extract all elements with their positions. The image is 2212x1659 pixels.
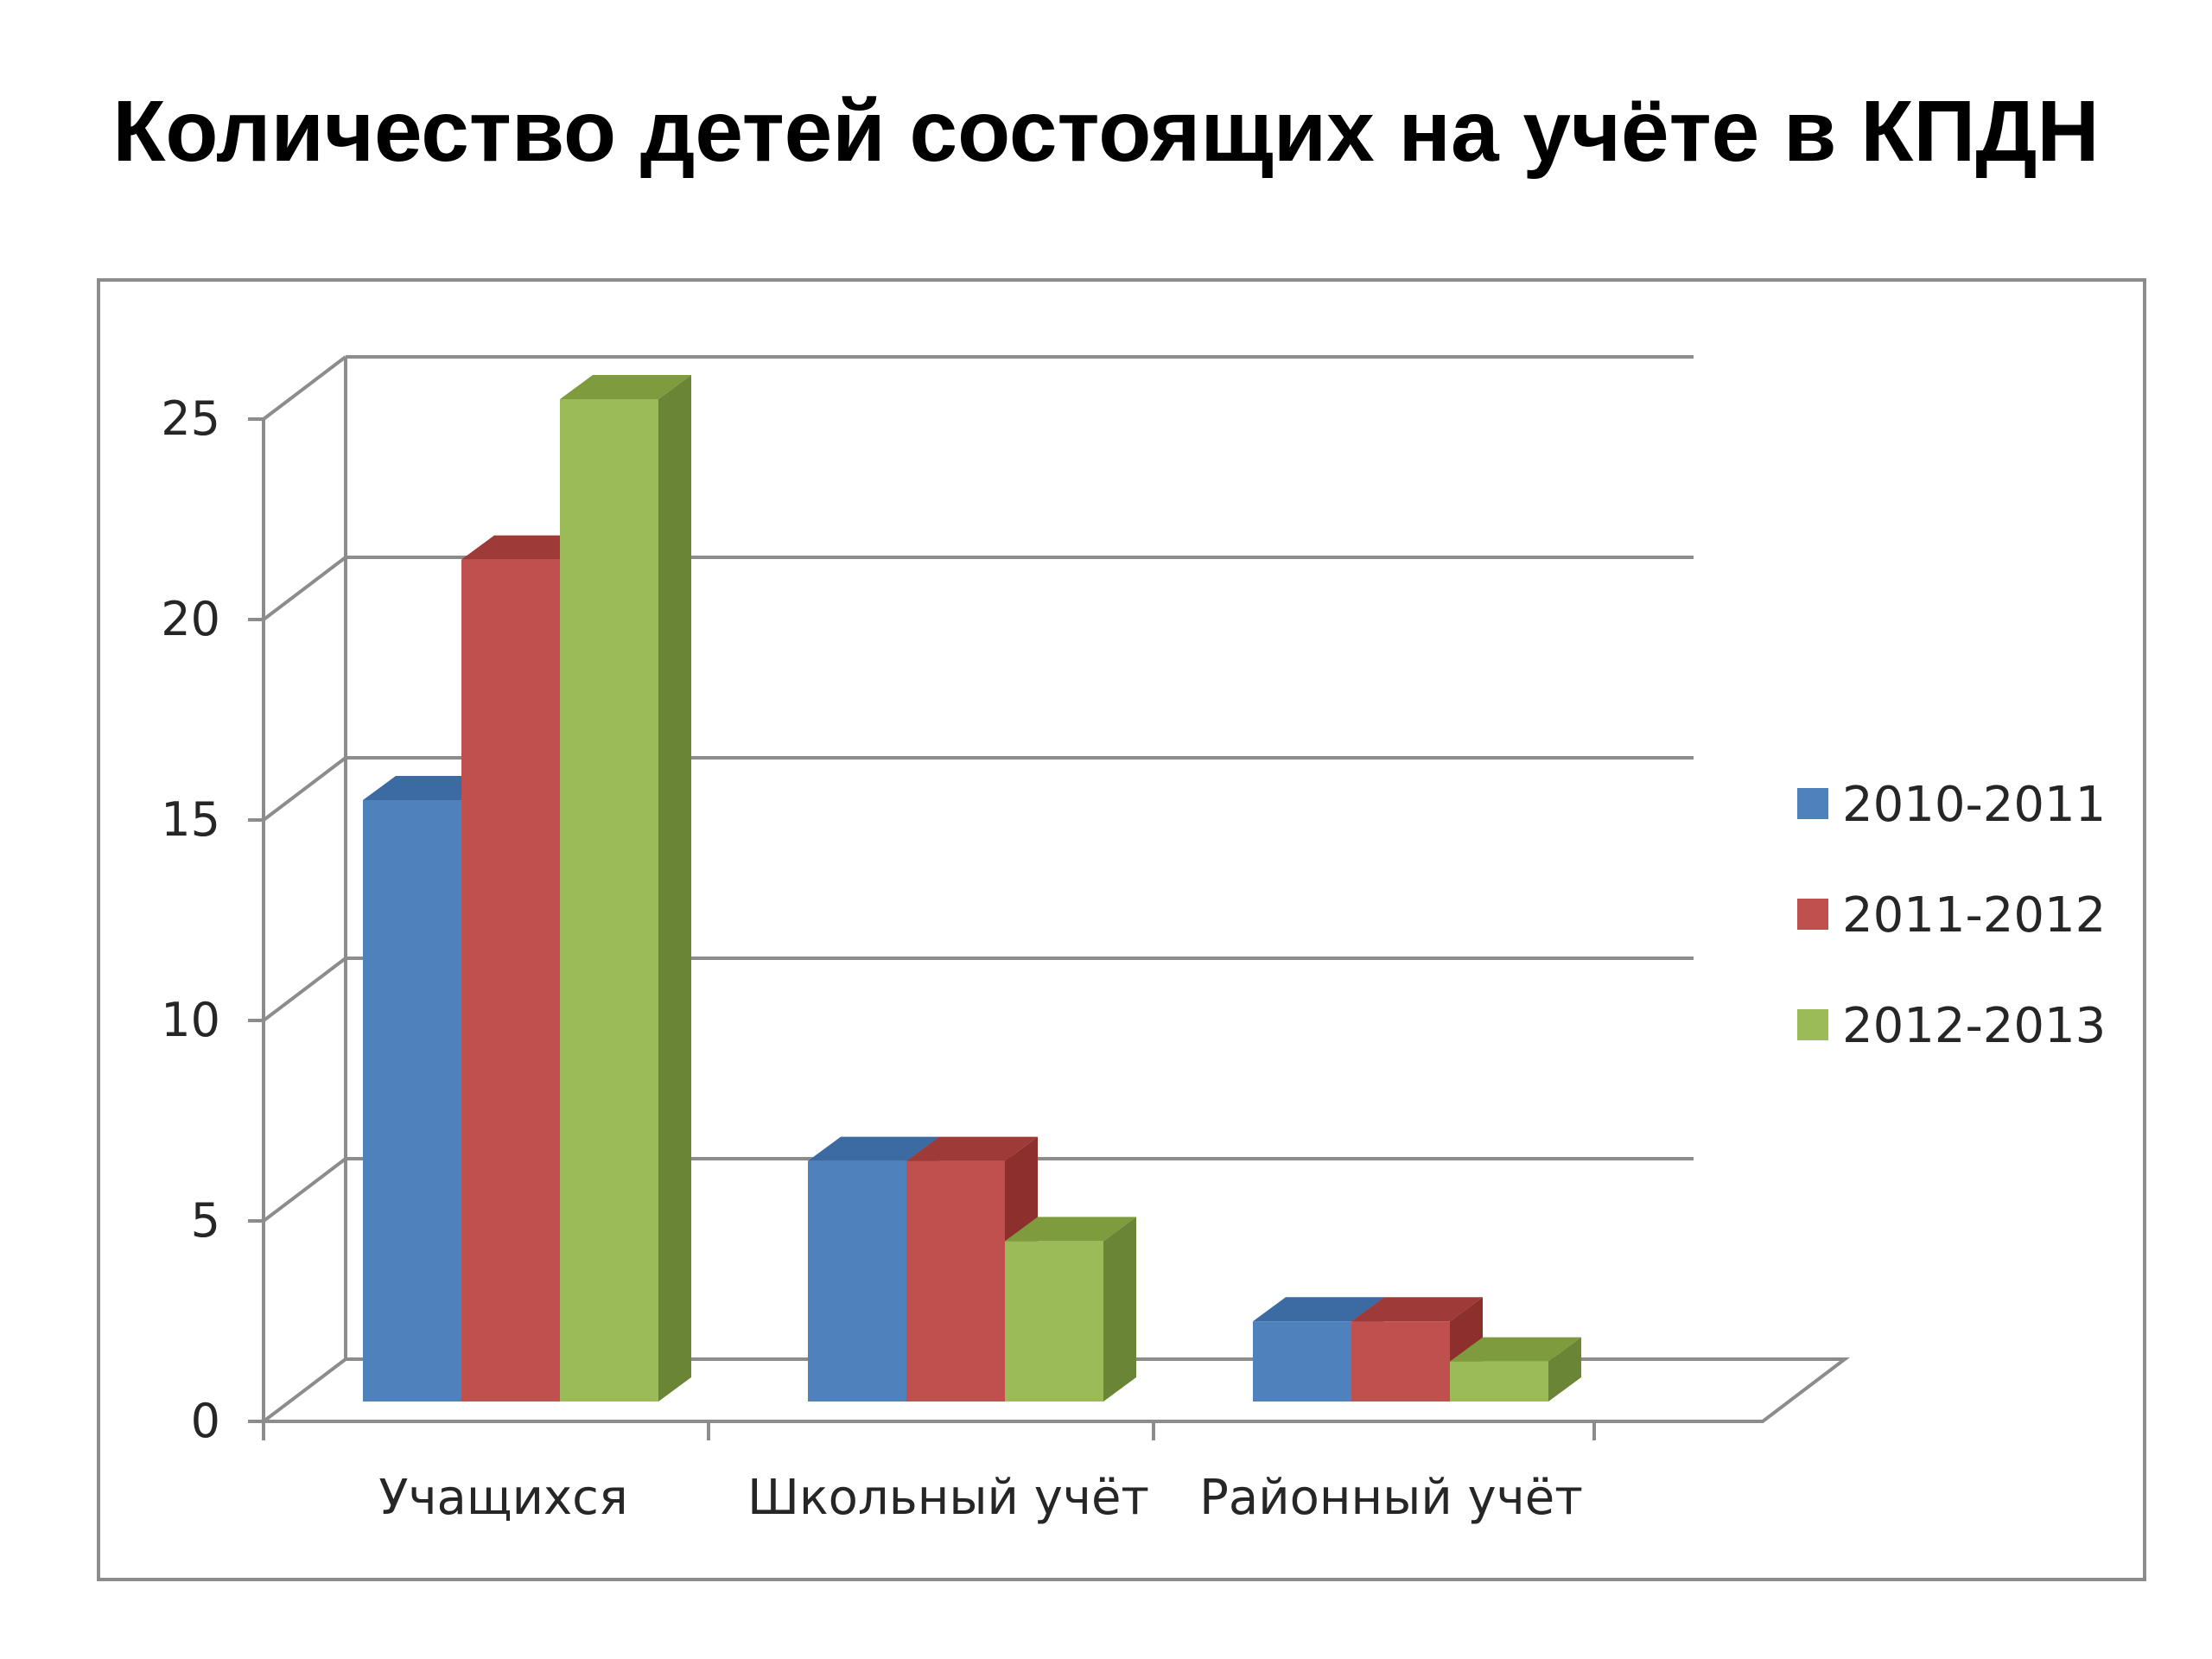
bar bbox=[1351, 1321, 1450, 1402]
bar-top bbox=[1253, 1297, 1384, 1322]
gridline-diagonal bbox=[262, 1157, 347, 1223]
legend-swatch bbox=[1797, 788, 1828, 819]
bar bbox=[560, 399, 658, 1402]
legend-swatch bbox=[1797, 899, 1828, 930]
legend-label: 2010-2011 bbox=[1842, 777, 2106, 833]
gridline-diagonal bbox=[262, 756, 347, 822]
bar bbox=[461, 559, 560, 1402]
bar bbox=[1005, 1241, 1103, 1402]
bar-top bbox=[560, 375, 691, 399]
bar-top bbox=[1450, 1337, 1581, 1362]
y-tick-label: 5 bbox=[191, 1193, 220, 1248]
page-title: Количество детей состоящих на учёте в КП… bbox=[112, 83, 2100, 180]
gridline-diagonal bbox=[262, 957, 347, 1022]
y-tick-label: 15 bbox=[161, 792, 220, 847]
bar bbox=[1253, 1321, 1351, 1402]
gridline-diagonal bbox=[262, 355, 347, 421]
x-tick-label: Школьный учёт bbox=[747, 1470, 1149, 1526]
y-tick-label: 25 bbox=[161, 391, 220, 446]
legend-layer: 2010-2011 2011-2012 2012-2013 bbox=[1797, 777, 2106, 1054]
bar-side bbox=[1103, 1217, 1136, 1402]
legend-label: 2011-2012 bbox=[1842, 887, 2106, 944]
bar bbox=[906, 1160, 1005, 1402]
bars-layer bbox=[363, 375, 1581, 1402]
bar-top bbox=[906, 1136, 1038, 1161]
bar bbox=[808, 1160, 906, 1402]
labels-layer: 0 5 10 15 20 25 Учащихся Школьный учёт Районный … bbox=[161, 391, 1583, 1526]
y-tick-label: 10 bbox=[161, 993, 220, 1047]
bar-top bbox=[808, 1136, 939, 1161]
y-tick-label: 20 bbox=[161, 592, 220, 646]
bar-top bbox=[1005, 1217, 1136, 1242]
legend-label: 2012-2013 bbox=[1842, 998, 2106, 1054]
bar bbox=[363, 800, 461, 1402]
legend-swatch bbox=[1797, 1009, 1828, 1040]
axis-layer bbox=[248, 417, 1596, 1440]
bar-side bbox=[1548, 1337, 1581, 1402]
bar bbox=[1450, 1361, 1548, 1402]
bar-side bbox=[658, 375, 691, 1402]
x-tick-label: Учащихся bbox=[378, 1470, 627, 1526]
y-tick-label: 0 bbox=[191, 1394, 220, 1448]
bar-top bbox=[1351, 1297, 1483, 1322]
gridline-diagonal bbox=[262, 556, 347, 621]
x-tick-label: Районный учёт bbox=[1199, 1470, 1583, 1526]
